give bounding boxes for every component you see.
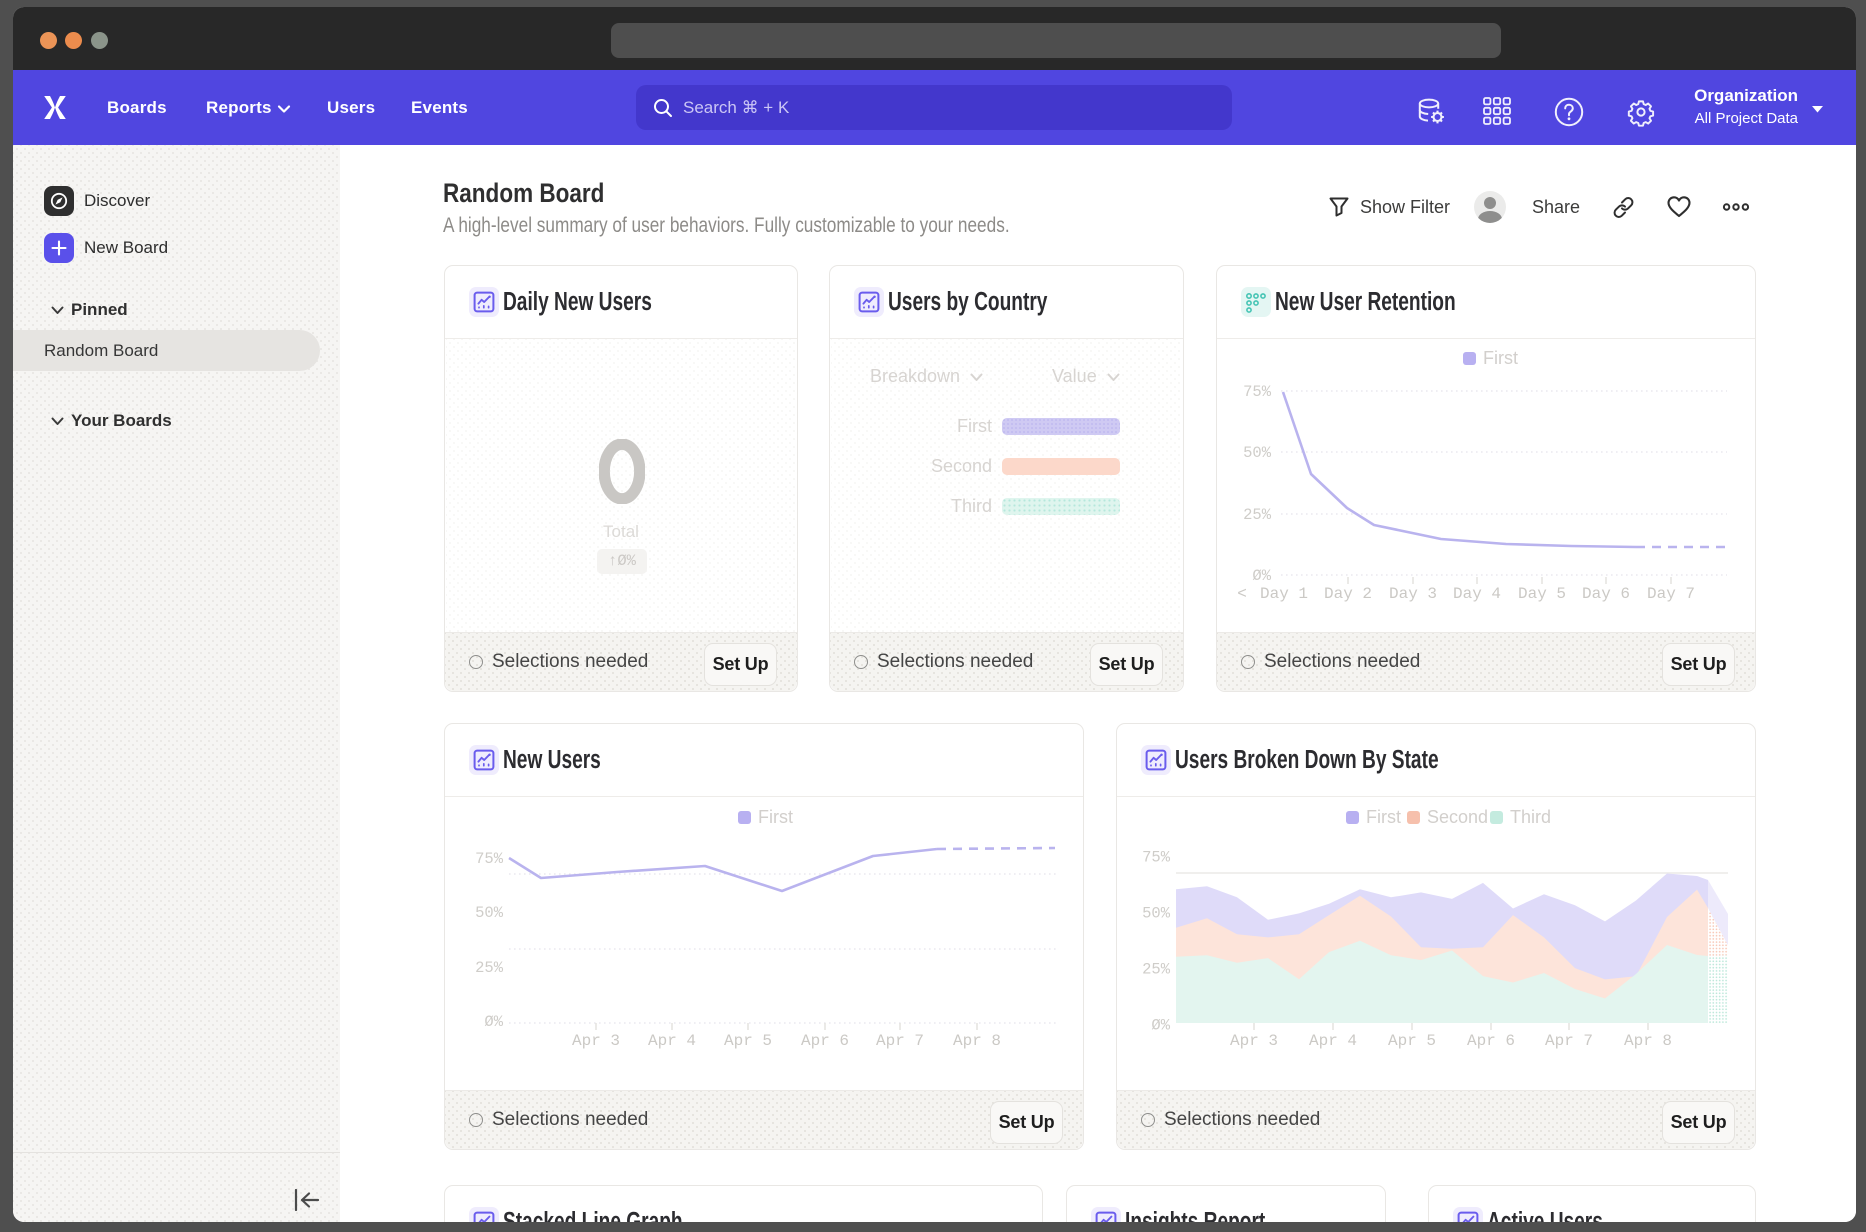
svg-text:75%: 75%	[1243, 383, 1272, 401]
svg-text:25%: 25%	[1243, 506, 1272, 524]
svg-text:50%: 50%	[475, 904, 504, 922]
svg-text:Apr 4: Apr 4	[1309, 1032, 1357, 1050]
svg-text:Apr 4: Apr 4	[648, 1032, 696, 1050]
svg-text:Day 1: Day 1	[1260, 585, 1308, 603]
svg-text:Day 7: Day 7	[1647, 585, 1695, 603]
svg-text:Ø%: Ø%	[484, 1013, 503, 1031]
svg-text:Day 5: Day 5	[1518, 585, 1566, 603]
svg-text:75%: 75%	[475, 850, 504, 868]
svg-text:First: First	[1366, 807, 1401, 827]
svg-text:First: First	[1483, 348, 1518, 368]
svg-text:Day 2: Day 2	[1324, 585, 1372, 603]
svg-text:First: First	[758, 807, 793, 827]
svg-text:50%: 50%	[1243, 444, 1272, 462]
svg-text:50%: 50%	[1142, 905, 1171, 923]
svg-text:25%: 25%	[1142, 961, 1171, 979]
svg-text:Apr 6: Apr 6	[801, 1032, 849, 1050]
svg-text:Apr 8: Apr 8	[953, 1032, 1001, 1050]
svg-text:Day 6: Day 6	[1582, 585, 1630, 603]
svg-text:Apr 5: Apr 5	[1388, 1032, 1436, 1050]
svg-text:Apr 7: Apr 7	[1545, 1032, 1593, 1050]
svg-text:Day 3: Day 3	[1389, 585, 1437, 603]
svg-text:Apr 6: Apr 6	[1467, 1032, 1515, 1050]
svg-text:Apr 7: Apr 7	[876, 1032, 924, 1050]
svg-text:Apr 3: Apr 3	[1230, 1032, 1278, 1050]
svg-text:Ø%: Ø%	[1151, 1017, 1170, 1035]
svg-text:Ø%: Ø%	[1252, 567, 1271, 585]
svg-text:Second: Second	[1427, 807, 1488, 827]
svg-text:25%: 25%	[475, 959, 504, 977]
svg-text:75%: 75%	[1142, 849, 1171, 867]
svg-text:<: <	[1237, 585, 1247, 603]
svg-text:Day 4: Day 4	[1453, 585, 1501, 603]
svg-text:Third: Third	[1510, 807, 1551, 827]
svg-text:Apr 5: Apr 5	[724, 1032, 772, 1050]
svg-text:Apr 8: Apr 8	[1624, 1032, 1672, 1050]
svg-text:Apr 3: Apr 3	[572, 1032, 620, 1050]
